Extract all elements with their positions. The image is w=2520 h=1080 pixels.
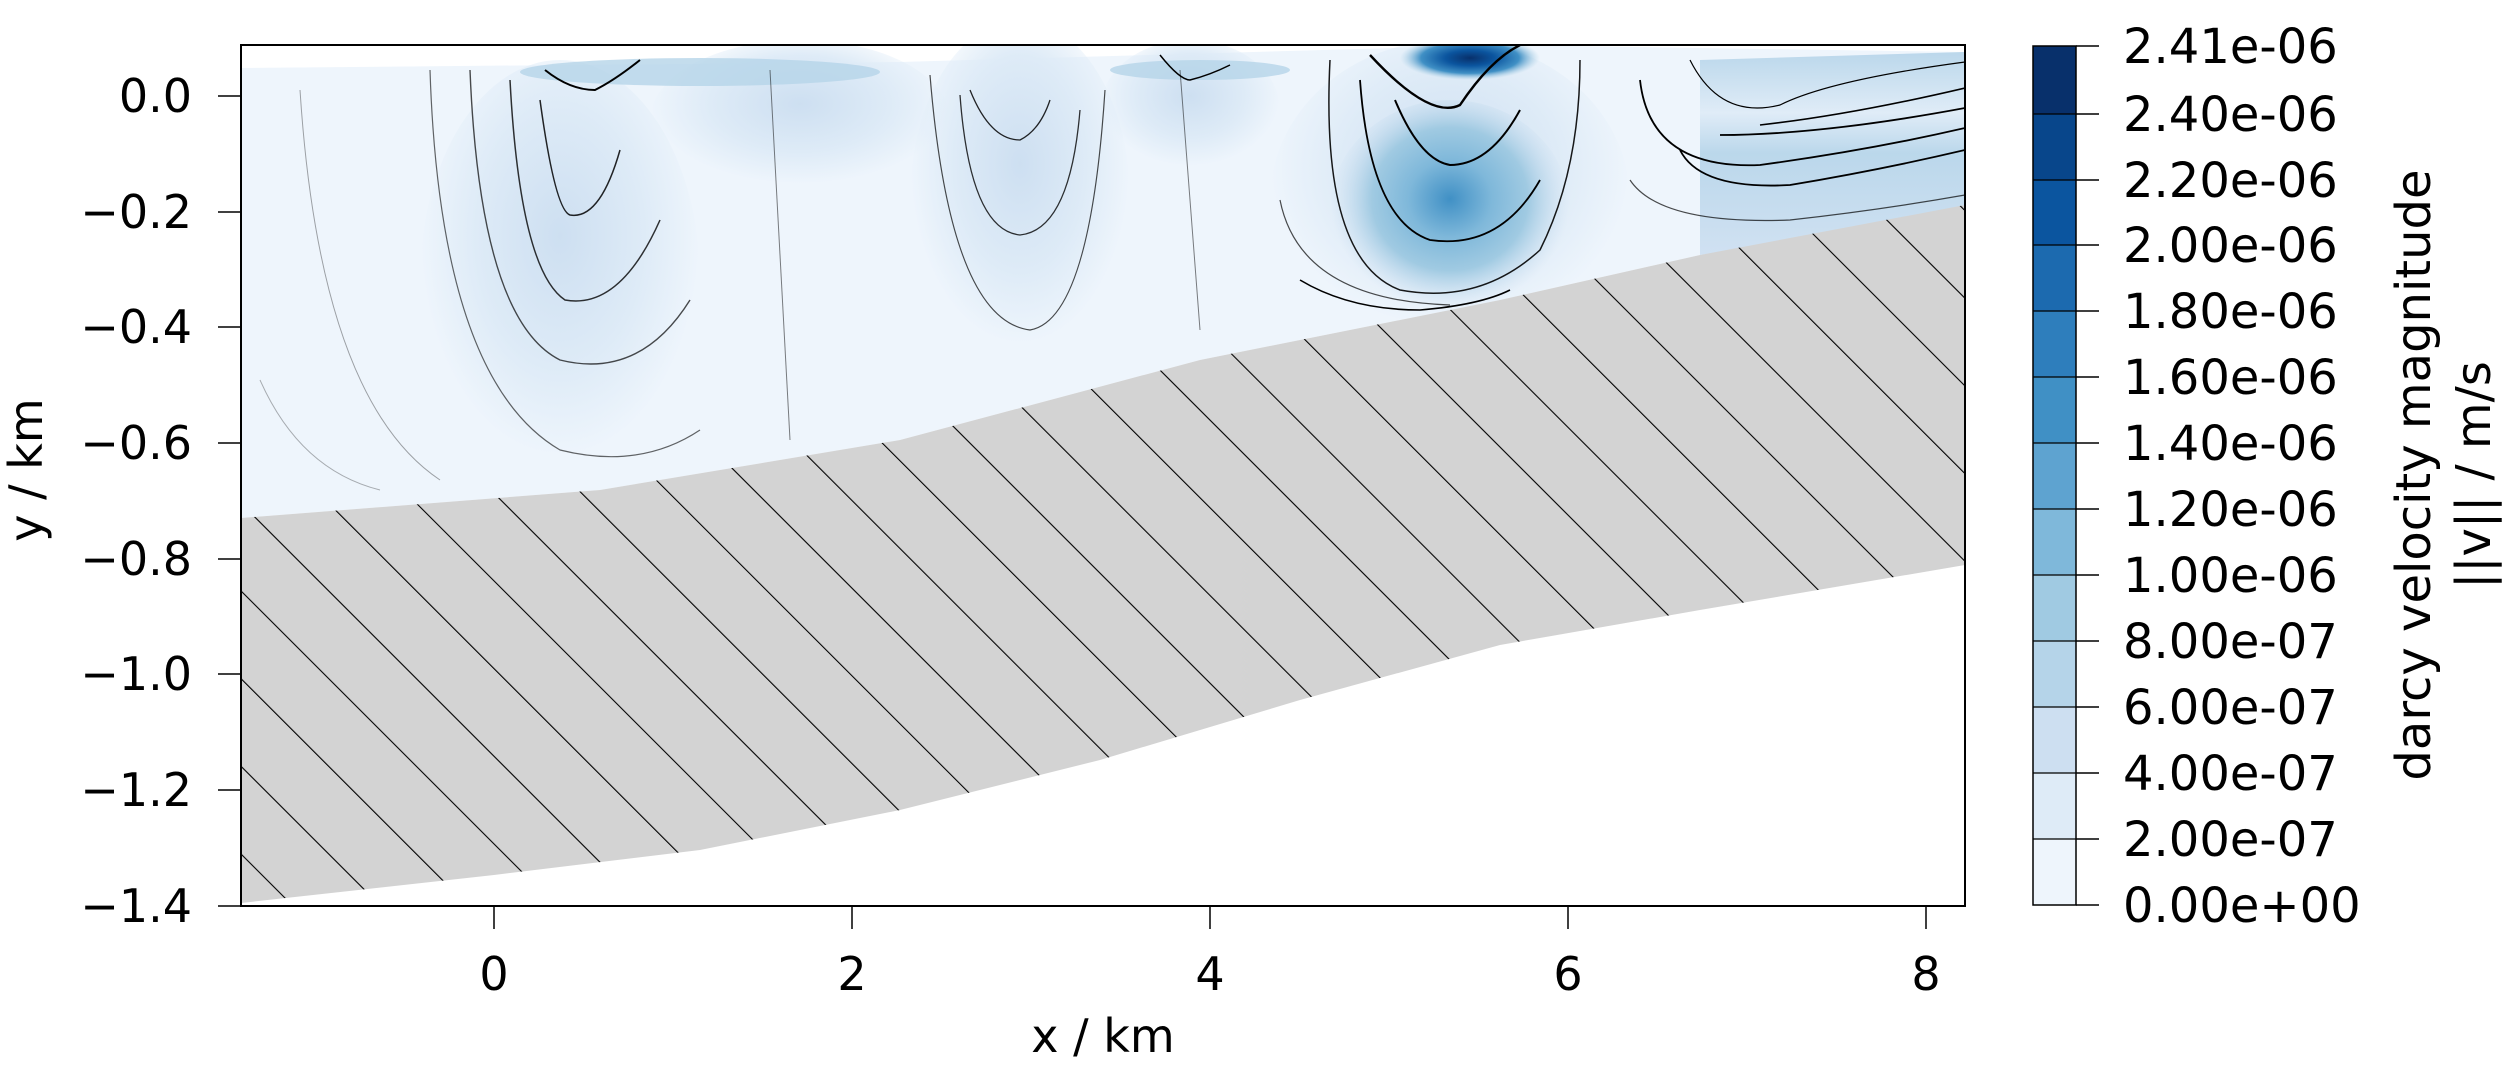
- plot-area: [241, 45, 1965, 903]
- colorbar-tick-label: 4.00e-07: [2123, 746, 2338, 802]
- max-velocity-hotspot: [1400, 45, 1540, 80]
- colorbar-tick-label: 1.00e-06: [2123, 548, 2338, 604]
- x-tick-label: 2: [837, 947, 866, 1001]
- y-tick-label: −0.8: [80, 532, 192, 586]
- x-tick-label: 0: [479, 947, 508, 1001]
- colorbar-tick-label: 2.00e-07: [2123, 812, 2338, 868]
- colorbar-tick-label: 1.40e-06: [2123, 416, 2338, 472]
- x-tick-label: 6: [1553, 947, 1582, 1001]
- x-axis: 0 2 4 6 8 x / km: [479, 906, 1941, 1063]
- colorbar-tick-label: 1.60e-06: [2123, 350, 2338, 406]
- colorbar-tick-label: 2.00e-06: [2123, 218, 2338, 274]
- surface-band-left: [520, 58, 880, 86]
- y-tick-label: −1.2: [80, 763, 192, 817]
- cell-5-core: [1330, 100, 1570, 320]
- colorbar-tick-label: 2.41e-06: [2123, 19, 2338, 75]
- y-tick-label: −1.4: [80, 879, 192, 933]
- y-axis: 0.0 −0.2 −0.4 −0.6 −0.8 −1.0 −1.2 −1.4 y…: [0, 69, 241, 933]
- y-tick-label: −0.4: [80, 300, 192, 354]
- x-axis-label: x / km: [1031, 1009, 1174, 1063]
- colorbar-tick-label: 2.20e-06: [2123, 153, 2338, 209]
- y-tick-label: −0.6: [80, 416, 192, 470]
- colorbar-tick-label: 1.20e-06: [2123, 482, 2338, 538]
- cell-2: [910, 45, 1130, 380]
- colorbar: 0.00e+00 2.00e-07 4.00e-07 6.00e-07 8.00…: [2032, 19, 2502, 934]
- x-tick-label: 8: [1911, 947, 1940, 1001]
- x-tick-label: 4: [1195, 947, 1224, 1001]
- colorbar-tick-label: 6.00e-07: [2123, 680, 2338, 736]
- y-tick-label: −0.2: [80, 185, 192, 239]
- cell-0: [420, 60, 700, 500]
- axes-frame: [240, 44, 1966, 907]
- y-axis-label: y / km: [0, 398, 53, 541]
- colorbar-label-line1: darcy velocity magnitude: [2386, 169, 2442, 780]
- surface-band-mid: [1110, 60, 1290, 80]
- colorbar-tick-label: 0.00e+00: [2123, 878, 2361, 934]
- impermeable-layer: [241, 205, 1965, 903]
- colorbar-tick-label: 1.80e-06: [2123, 284, 2338, 340]
- y-tick-label: 0.0: [119, 69, 192, 123]
- colorbar-tick-label: 2.40e-06: [2123, 87, 2338, 143]
- y-tick-label: −1.0: [80, 647, 192, 701]
- colorbar-tick-label: 8.00e-07: [2123, 614, 2338, 670]
- colorbar-label-line2: ||v|| / m/s: [2446, 361, 2502, 589]
- streamlines: [259, 45, 1965, 491]
